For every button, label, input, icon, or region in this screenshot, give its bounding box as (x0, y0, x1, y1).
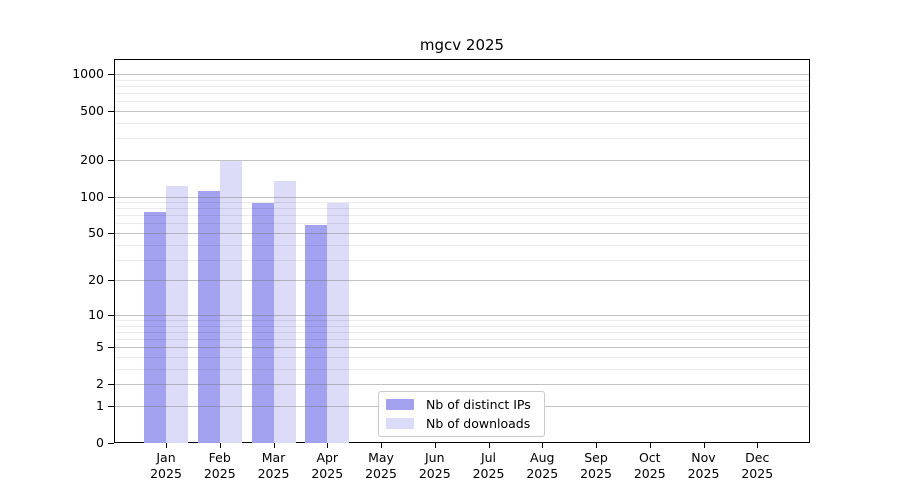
y-tick-mark (108, 232, 114, 234)
x-tick-label: May 2025 (365, 450, 397, 481)
gridline-major (115, 74, 809, 75)
x-tick-mark (273, 443, 275, 448)
y-tick-mark (108, 159, 114, 161)
gridline-major (115, 110, 809, 112)
gridline-minor (115, 223, 809, 225)
y-tick-label: 1 (96, 397, 104, 413)
gridline-minor (115, 331, 809, 333)
gridline-major (115, 159, 809, 161)
gridline-minor (115, 320, 809, 322)
y-tick-label: 20 (88, 272, 104, 288)
y-tick-label: 1000 (72, 66, 104, 81)
gridline-minor (115, 259, 809, 261)
x-tick-label: Dec 2025 (741, 450, 774, 481)
y-tick-label: 2 (96, 376, 104, 392)
y-tick-mark (108, 314, 114, 316)
x-tick-mark (703, 443, 705, 448)
gridline-major (115, 384, 809, 386)
chart-title: mgcv 2025 (419, 36, 505, 54)
gridline-major (115, 347, 809, 349)
x-tick-label: Jul 2025 (472, 450, 505, 481)
y-tick-mark (108, 405, 114, 407)
y-tick-mark (108, 110, 114, 112)
x-tick-mark (757, 443, 759, 448)
bar (327, 203, 350, 443)
gridline-minor (115, 79, 809, 81)
bar (197, 190, 220, 443)
y-tick-label: 50 (88, 224, 104, 240)
bar (219, 160, 242, 443)
legend-swatch (386, 399, 414, 411)
x-tick-label: Aug 2025 (526, 450, 559, 481)
legend-item: Nb of distinct IPs (386, 397, 537, 412)
gridline-minor (115, 325, 809, 327)
bar (144, 211, 166, 443)
gridline-minor (115, 215, 809, 217)
plot-area (114, 59, 810, 443)
y-tick-label: 0 (96, 435, 104, 450)
gridline-minor (115, 101, 809, 103)
x-tick-mark (219, 443, 221, 448)
gridline-minor (115, 368, 809, 370)
gridline-major (115, 314, 809, 316)
bar (166, 185, 188, 443)
gridline-minor (115, 85, 809, 87)
gridline-major (115, 232, 809, 234)
x-tick-mark (434, 443, 436, 448)
y-tick-mark (108, 280, 114, 282)
gridline-major (115, 196, 809, 198)
y-tick-label: 100 (80, 188, 104, 204)
x-tick-label: Jan 2025 (150, 450, 182, 481)
y-tick-label: 500 (80, 102, 104, 118)
x-tick-mark (166, 443, 167, 448)
legend-item: Nb of downloads (386, 416, 537, 431)
y-tick-label: 200 (80, 151, 104, 167)
x-tick-mark (381, 443, 382, 448)
x-tick-label: Mar 2025 (257, 450, 290, 481)
y-tick-mark (108, 74, 114, 75)
legend-swatch (386, 417, 414, 429)
x-tick-label: Oct 2025 (633, 450, 666, 481)
x-tick-label: Jun 2025 (418, 450, 451, 481)
legend: Nb of distinct IPs Nb of downloads (378, 391, 545, 437)
x-tick-mark (649, 443, 651, 448)
gridline-minor (115, 208, 809, 210)
gridline-minor (115, 339, 809, 341)
x-tick-label: Apr 2025 (311, 450, 344, 481)
y-tick-mark (108, 347, 114, 349)
x-tick-label: Feb 2025 (203, 450, 236, 481)
y-tick-label: 10 (88, 306, 104, 322)
bar (251, 203, 274, 443)
legend-label: Nb of distinct IPs (426, 397, 531, 413)
gridline-minor (115, 357, 809, 359)
gridline-major (115, 280, 809, 282)
x-tick-mark (596, 443, 597, 448)
x-tick-mark (488, 443, 490, 448)
gridline-minor (115, 122, 809, 124)
x-tick-label: Nov 2025 (687, 450, 720, 481)
bar (273, 180, 296, 443)
x-tick-mark (327, 443, 329, 448)
y-tick-mark (108, 443, 114, 444)
gridline-minor (115, 244, 809, 246)
y-tick-mark (108, 384, 114, 386)
bar (305, 225, 328, 443)
gridline-minor (115, 202, 809, 204)
gridline-minor (115, 93, 809, 95)
x-tick-label: Sep 2025 (580, 450, 612, 481)
legend-label: Nb of downloads (426, 415, 531, 431)
gridline-minor (115, 138, 809, 140)
y-tick-mark (108, 196, 114, 198)
x-tick-mark (542, 443, 544, 448)
y-tick-label: 5 (96, 339, 104, 355)
